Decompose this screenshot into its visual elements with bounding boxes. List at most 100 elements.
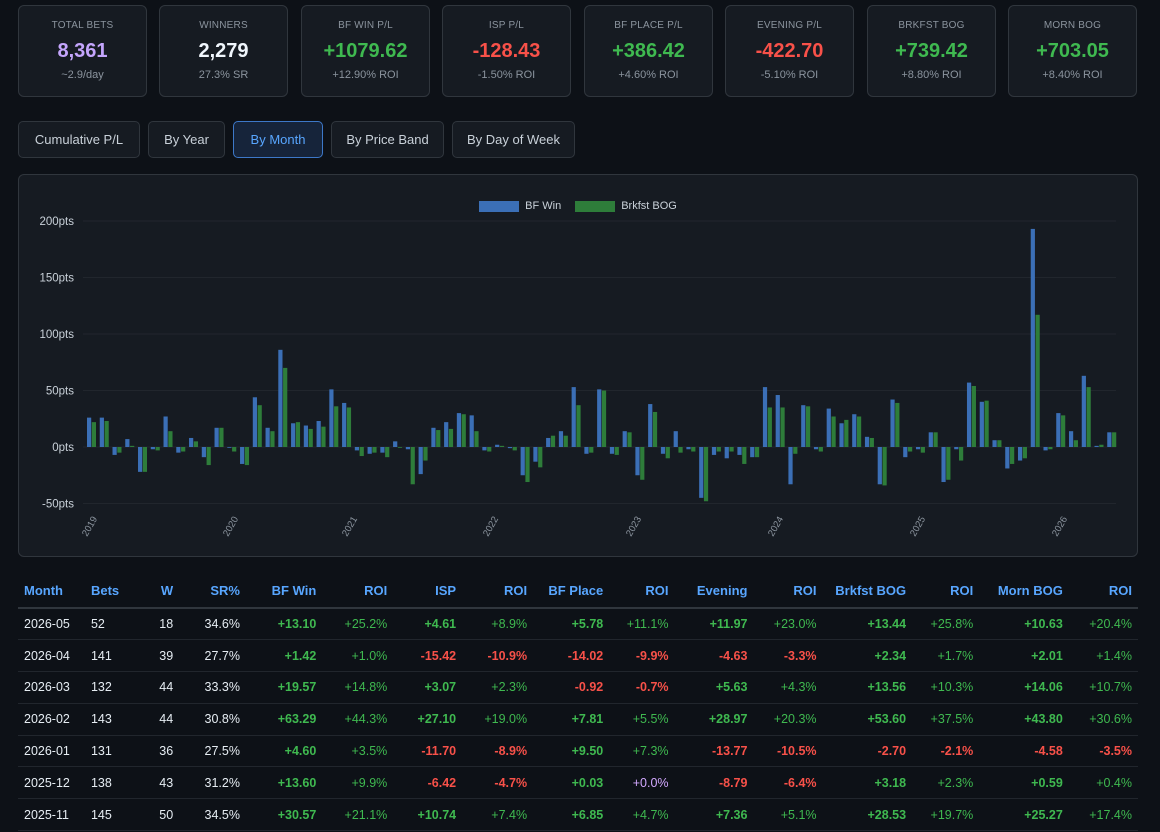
y-tick-label: 100pts [39,329,74,341]
cell-bf-place: +9.50 [533,735,610,768]
bar-bf-win [393,441,398,447]
cell-w: 36 [138,735,180,768]
col-header-isp[interactable]: ISP [393,574,463,609]
stat-cards: TOTAL BETS 8,361 ~2.9/day WINNERS 2,279 27.3%… [18,5,1138,97]
bar-brkfst-bog [563,435,568,447]
bar-bf-win [1094,445,1099,447]
bar-brkfst-bog [104,421,109,447]
bar-bf-win [265,427,270,447]
bar-brkfst-bog [895,402,900,447]
bar-brkfst-bog [729,447,734,452]
col-header-brkfst-bog[interactable]: Brkfst BOG [822,574,913,609]
bar-brkfst-bog [869,437,874,447]
cell-month: 2025-11 [18,798,85,832]
stat-sub: +8.40% ROI [1042,69,1103,81]
bar-bf-win [877,447,882,485]
col-header-month[interactable]: Month [18,574,85,609]
y-tick-label: 0pts [52,442,74,454]
bar-brkfst-bog [754,447,760,458]
table-row[interactable]: 2026-01 131 36 27.5% +4.60 +3.5% -11.70 -8.9% +9… [18,735,1138,768]
col-header-bf-place[interactable]: BF Place [533,574,610,609]
bar-brkfst-bog [1061,415,1066,447]
stat-label: BF PLACE P/L [614,20,683,31]
cell-roi: +21.1% [322,798,394,832]
bar-brkfst-bog [997,440,1002,447]
table-row[interactable]: 2025-12 138 43 31.2% +13.60 +9.9% -6.42 -4.7% +0… [18,766,1138,800]
stat-label: ISP P/L [488,20,525,31]
bar-brkfst-bog [499,445,505,447]
bar-bf-win [826,408,831,447]
bar-brkfst-bog [1035,314,1040,447]
cell-roi: +37.5% [912,703,980,736]
col-header-w[interactable]: W [138,574,180,609]
col-header-roi[interactable]: ROI [462,574,534,609]
bar-bf-win [801,405,806,447]
x-tick-label: 2020 [221,515,241,539]
col-header-roi[interactable]: ROI [1068,574,1138,609]
bar-brkfst-bog [283,367,288,447]
bar-bf-win [291,423,296,447]
cell-roi: +5.5% [609,703,675,736]
tab-cumulative-p-l[interactable]: Cumulative P/L [18,121,140,158]
table-row[interactable]: 2026-05 52 18 34.6% +13.10 +25.2% +4.61 +8.9% +5… [18,608,1138,641]
col-header-bets[interactable]: Bets [84,574,139,609]
bar-brkfst-bog [168,431,173,447]
col-header-morn-bog[interactable]: Morn BOG [979,574,1069,609]
col-header-roi[interactable]: ROI [912,574,980,609]
bar-brkfst-bog [550,435,556,447]
col-header-evening[interactable]: Evening [674,574,754,609]
bar-bf-win [405,447,411,450]
bar-brkfst-bog [703,447,709,502]
tab-by-year[interactable]: By Year [148,121,225,158]
bar-brkfst-bog [576,405,581,447]
cell-roi: +3.5% [322,735,394,768]
col-header-bf-win[interactable]: BF Win [245,574,323,609]
bar-brkfst-bog [219,427,224,447]
cell-bets: 52 [84,608,139,641]
bar-bf-win [1043,447,1048,451]
table-row[interactable]: 2025-11 145 50 34.5% +30.57 +21.1% +10.74 +7.4%… [18,798,1138,832]
y-tick-label: -50pts [42,499,74,511]
table-row[interactable]: 2026-04 141 39 27.7% +1.42 +1.0% -15.42 -10.9% -… [18,639,1138,673]
bar-bf-win [303,425,309,447]
cell-month: 2026-03 [18,671,85,704]
bar-brkfst-bog [805,406,811,447]
cell-roi: -0.7% [609,671,675,704]
bar-brkfst-bog [295,422,301,447]
stat-label: MORN BOG [1043,20,1102,31]
stat-value: -128.43 [472,40,541,62]
bar-brkfst-bog [678,447,683,453]
bar-bf-win [966,382,972,447]
cell-roi: +23.0% [753,608,823,641]
monthly-table: Month Bets W SR% BF Win ROI ISP ROI BF Place ROI E… [18,574,1138,832]
cell-isp: -11.70 [393,735,463,768]
cell-evening: -8.79 [674,766,754,800]
stat-sub: -5.10% ROI [760,69,819,81]
cell-morn-bog: +2.01 [979,639,1069,673]
x-tick-label: 2021 [340,515,360,539]
stat-value: 8,361 [57,40,108,62]
col-header-roi[interactable]: ROI [753,574,823,609]
table-row[interactable]: 2026-02 143 44 30.8% +63.29 +44.3% +27.10 +19.0… [18,703,1138,736]
tab-by-price-band[interactable]: By Price Band [331,121,444,158]
table-row[interactable]: 2026-03 132 44 33.3% +19.57 +14.8% +3.07 +2.3% -… [18,671,1138,704]
col-header-roi[interactable]: ROI [609,574,675,609]
bar-brkfst-bog [232,447,237,452]
tab-by-month[interactable]: By Month [233,121,323,158]
stat-card-bf-win-p-l: BF WIN P/L +1079.62 +12.90% ROI [301,5,430,97]
col-header-sr-[interactable]: SR% [179,574,246,609]
stat-card-morn-bog: MORN BOG +703.05 +8.40% ROI [1008,5,1137,97]
bar-brkfst-bog [1048,447,1053,450]
bar-bf-win [99,417,104,447]
cell-morn-bog: +25.27 [979,798,1069,832]
tab-by-day-of-week[interactable]: By Day of Week [452,121,575,158]
stat-value: 2,279 [198,40,249,62]
legend-item-bf-win[interactable]: BF Win [479,200,561,212]
cell-roi: +0.0% [609,766,675,800]
cell-morn-bog: +0.59 [979,766,1069,800]
col-header-roi[interactable]: ROI [322,574,394,609]
legend-item-brkfst-bog[interactable]: Brkfst BOG [575,200,677,212]
cell-bets: 131 [84,735,139,768]
legend-label-brkfst-bog: Brkfst BOG [621,200,677,212]
cell-evening: +28.97 [674,703,754,736]
